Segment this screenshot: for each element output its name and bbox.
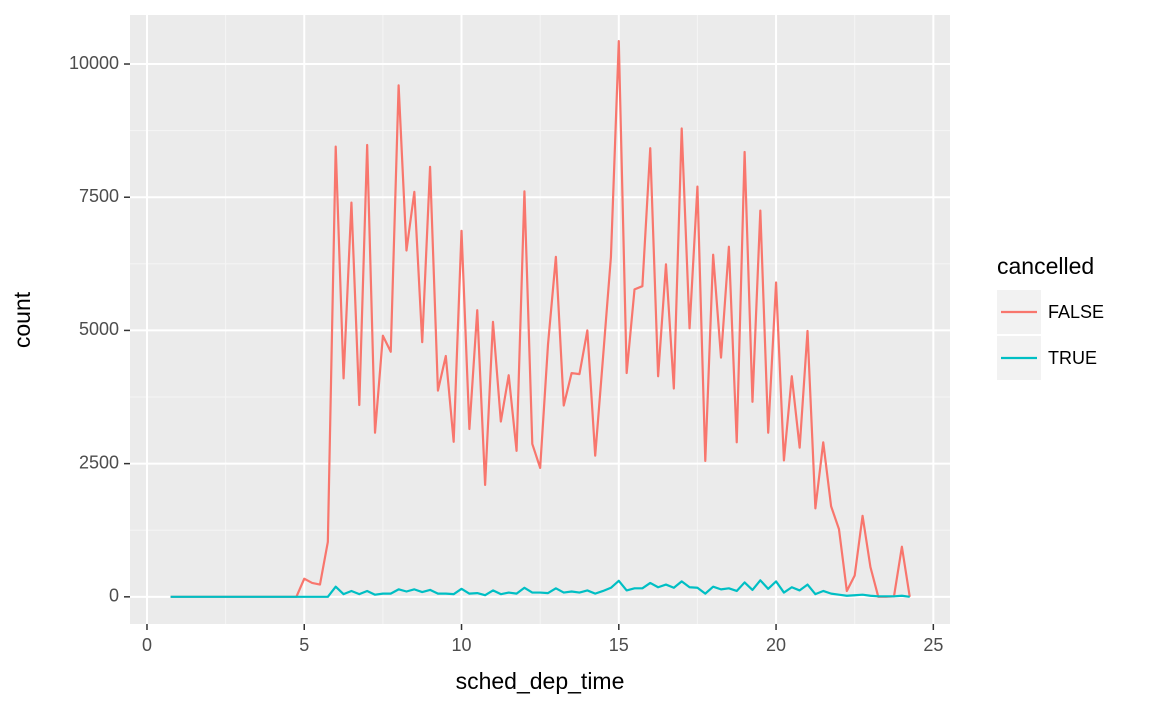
x-tick-label: 0: [142, 635, 152, 655]
x-axis-title: sched_dep_time: [456, 668, 625, 694]
y-tick-label: 10000: [69, 53, 119, 73]
x-tick-label: 5: [299, 635, 309, 655]
x-tick-label: 20: [766, 635, 786, 655]
y-tick-label: 0: [109, 586, 119, 606]
legend-label: TRUE: [1048, 348, 1097, 368]
y-tick-label: 7500: [79, 186, 119, 206]
y-tick-label: 5000: [79, 319, 119, 339]
x-tick-label: 15: [609, 635, 629, 655]
x-tick-label: 10: [452, 635, 472, 655]
y-axis-title: count: [9, 291, 35, 348]
legend-label: FALSE: [1048, 302, 1104, 322]
series-line: [170, 579, 910, 598]
x-tick-label: 25: [923, 635, 943, 655]
legend-title: cancelled: [997, 253, 1094, 279]
y-tick-label: 2500: [79, 452, 119, 472]
